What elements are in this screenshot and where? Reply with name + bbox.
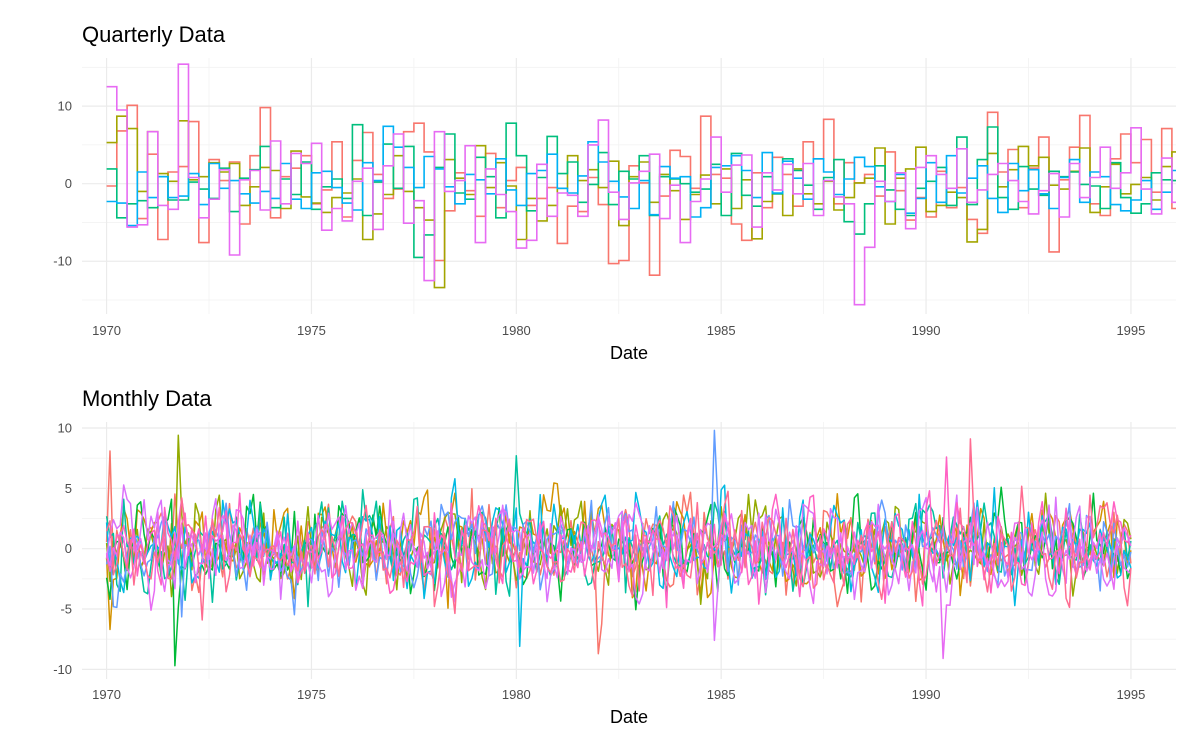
series-line [106,63,1176,306]
y-tick-label: -10 [53,662,72,677]
x-tick-label: 1985 [707,687,736,702]
series-line [105,456,1132,609]
series-line [105,438,1132,621]
series-group [105,429,1132,667]
x-tick-label: 1975 [297,323,326,338]
y-tick-label: 5 [65,481,72,496]
x-tick-label: 1995 [1116,323,1145,338]
x-tick-label: 1980 [502,687,531,702]
x-tick-label: 1970 [92,687,121,702]
y-tick-label: 0 [65,541,72,556]
y-tick-label: 0 [65,176,72,191]
x-axis-title: Date [610,343,648,363]
chart-title: Monthly Data [82,386,212,411]
chart-title: Quarterly Data [82,22,226,47]
quarterly-panel: Quarterly Data 1970 1975 1980 1985 1990 1995 -1… [53,22,1176,363]
x-tick-label: 1995 [1116,687,1145,702]
monthly-panel: Monthly Data 1970 1975 1980 1985 1990 1995 -10 -… [53,386,1176,727]
x-tick-label: 1985 [707,323,736,338]
y-tick-label: 10 [58,421,72,436]
x-tick-label: 1980 [502,323,531,338]
y-tick-label: 10 [58,99,72,114]
axes: 1970 1975 1980 1985 1990 1995 -10 -5 0 5 10 Date [53,421,1145,727]
y-tick-label: -10 [53,254,72,269]
x-tick-label: 1975 [297,687,326,702]
x-tick-label: 1970 [92,323,121,338]
axes: 1970 1975 1980 1985 1990 1995 -10 0 10 Date [53,99,1145,363]
series-line [106,125,1176,227]
y-tick-label: -5 [60,602,72,617]
x-tick-label: 1990 [912,687,941,702]
series-line [105,502,1132,660]
series-group [106,63,1176,306]
x-axis-title: Date [610,707,648,727]
x-tick-label: 1990 [912,323,941,338]
